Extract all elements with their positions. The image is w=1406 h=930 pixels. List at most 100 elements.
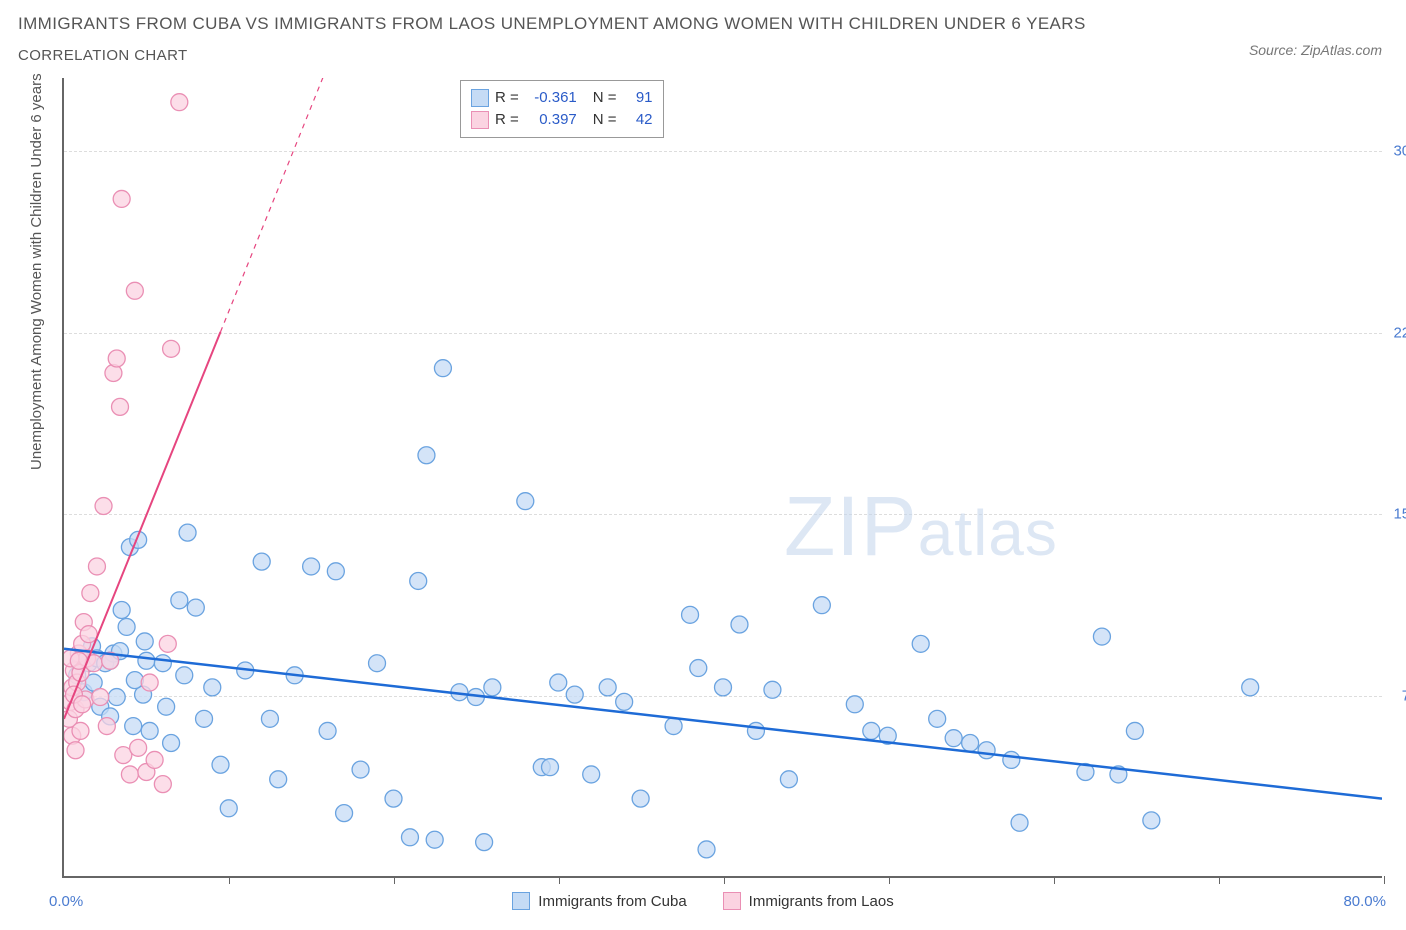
legend-series-item: Immigrants from Cuba: [512, 892, 686, 910]
scatter-point: [978, 742, 995, 759]
scatter-point: [136, 633, 153, 650]
scatter-point: [261, 710, 278, 727]
legend-n-label: N =: [593, 87, 617, 109]
scatter-point: [159, 635, 176, 652]
scatter-point: [1093, 628, 1110, 645]
legend-r-value: -0.361: [525, 87, 577, 109]
legend-swatch: [471, 89, 489, 107]
x-tick: [559, 876, 560, 884]
scatter-point: [154, 655, 171, 672]
scatter-point: [929, 710, 946, 727]
scatter-point: [698, 841, 715, 858]
scatter-point: [731, 616, 748, 633]
scatter-point: [476, 834, 493, 851]
scatter-point: [196, 710, 213, 727]
scatter-point: [319, 722, 336, 739]
legend-swatch: [723, 892, 741, 910]
x-tick: [1219, 876, 1220, 884]
scatter-point: [270, 771, 287, 788]
y-tick-label: 7.5%: [1402, 688, 1406, 705]
scatter-point: [176, 667, 193, 684]
scatter-point: [163, 340, 180, 357]
scatter-point: [112, 398, 129, 415]
scatter-point: [550, 674, 567, 691]
scatter-point: [1242, 679, 1259, 696]
legend-n-label: N =: [593, 109, 617, 131]
scatter-point: [141, 722, 158, 739]
scatter-point: [1126, 722, 1143, 739]
x-tick: [889, 876, 890, 884]
x-tick: [1054, 876, 1055, 884]
scatter-point: [863, 722, 880, 739]
legend-series-label: Immigrants from Laos: [749, 893, 894, 910]
legend-correlation: R = -0.361 N = 91R = 0.397 N = 42: [460, 80, 664, 138]
scatter-point: [163, 735, 180, 752]
chart-subtitle: CORRELATION CHART: [18, 47, 188, 64]
scatter-point: [187, 599, 204, 616]
scatter-point: [253, 553, 270, 570]
scatter-point: [616, 693, 633, 710]
scatter-point: [113, 190, 130, 207]
legend-series-label: Immigrants from Cuba: [538, 893, 686, 910]
legend-correlation-row: R =-0.361N =91: [471, 87, 653, 109]
legend-correlation-row: R = 0.397 N = 42: [471, 109, 653, 131]
scatter-point: [484, 679, 501, 696]
scatter-point: [98, 718, 115, 735]
scatter-point: [85, 655, 102, 672]
legend-r-value: 0.397: [525, 109, 577, 131]
scatter-point: [1143, 812, 1160, 829]
y-tick-label: 15.0%: [1393, 506, 1406, 523]
scatter-point: [154, 776, 171, 793]
scatter-point: [204, 679, 221, 696]
legend-n-value: 42: [623, 109, 653, 131]
scatter-point: [88, 558, 105, 575]
scatter-point: [72, 722, 89, 739]
trend-line: [64, 649, 1382, 799]
x-tick: [394, 876, 395, 884]
legend-series: Immigrants from Cuba Immigrants from Laos: [0, 892, 1406, 910]
scatter-point: [369, 655, 386, 672]
chart-title: IMMIGRANTS FROM CUBA VS IMMIGRANTS FROM …: [18, 14, 1086, 34]
scatter-point: [126, 282, 143, 299]
scatter-point: [846, 696, 863, 713]
scatter-point: [747, 722, 764, 739]
scatter-point: [426, 831, 443, 848]
scatter-point: [352, 761, 369, 778]
x-tick: [1384, 876, 1385, 884]
scatter-point: [141, 674, 158, 691]
scatter-point: [912, 635, 929, 652]
scatter-point: [962, 735, 979, 752]
legend-swatch: [512, 892, 530, 910]
scatter-point: [220, 800, 237, 817]
scatter-point: [80, 626, 97, 643]
scatter-point: [566, 686, 583, 703]
scatter-point: [130, 739, 147, 756]
scatter-point: [715, 679, 732, 696]
legend-r-label: R =: [495, 109, 519, 131]
scatter-point: [690, 660, 707, 677]
legend-series-item: Immigrants from Laos: [723, 892, 894, 910]
source-label: Source: ZipAtlas.com: [1249, 42, 1382, 58]
scatter-point: [146, 751, 163, 768]
scatter-point: [179, 524, 196, 541]
scatter-point: [118, 618, 135, 635]
scatter-point: [410, 573, 427, 590]
chart-svg: [64, 78, 1382, 876]
scatter-point: [303, 558, 320, 575]
scatter-point: [171, 94, 188, 111]
x-tick: [229, 876, 230, 884]
scatter-point: [418, 447, 435, 464]
scatter-point: [108, 350, 125, 367]
legend-n-value: 91: [623, 87, 653, 109]
scatter-point: [385, 790, 402, 807]
scatter-point: [1003, 751, 1020, 768]
trend-line-extrapolated: [221, 78, 328, 332]
scatter-point: [665, 718, 682, 735]
scatter-point: [126, 672, 143, 689]
scatter-point: [67, 742, 84, 759]
scatter-point: [113, 602, 130, 619]
scatter-point: [682, 606, 699, 623]
scatter-point: [158, 698, 175, 715]
scatter-point: [121, 766, 138, 783]
scatter-point: [336, 805, 353, 822]
